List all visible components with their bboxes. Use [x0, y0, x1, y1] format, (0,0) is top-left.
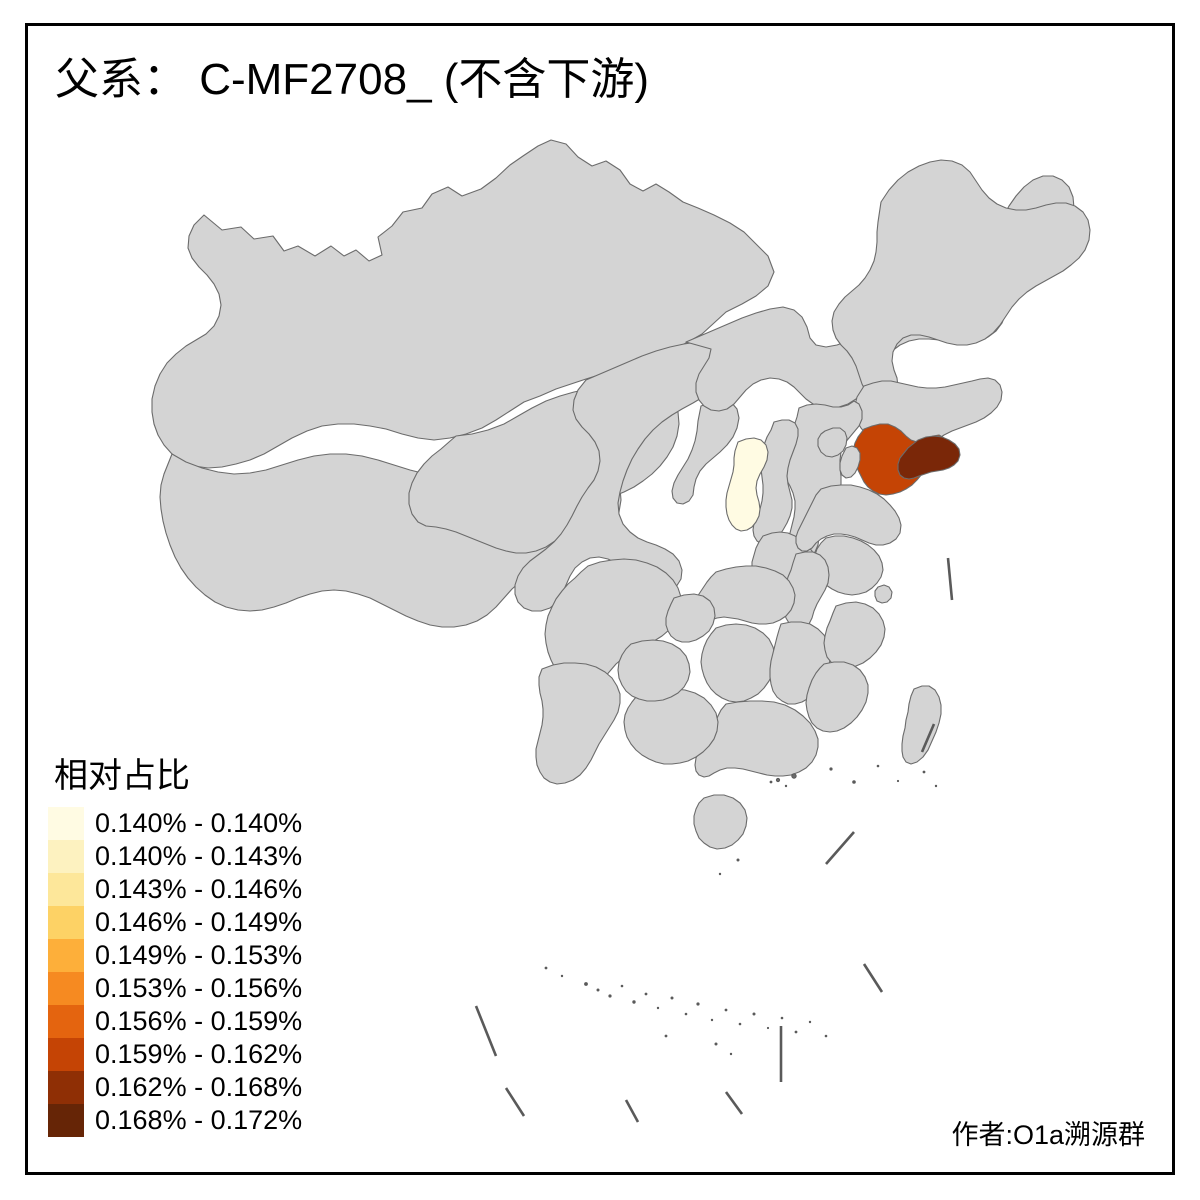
legend-label: 0.153% - 0.156%: [95, 973, 303, 1003]
legend-row[interactable]: 0.146% - 0.149%: [48, 906, 302, 939]
legend-swatch: [48, 873, 84, 906]
legend-label: 0.140% - 0.140%: [95, 808, 303, 838]
legend-swatch: [48, 939, 84, 972]
legend-row[interactable]: 0.140% - 0.143%: [48, 840, 302, 873]
author-credit: 作者:O1a溯源群: [951, 1120, 1145, 1150]
legend-row[interactable]: 0.168% - 0.172%: [48, 1104, 302, 1137]
legend-label: 0.140% - 0.143%: [95, 841, 303, 871]
legend-row[interactable]: 0.159% - 0.162%: [48, 1038, 302, 1071]
legend-label: 0.146% - 0.149%: [95, 907, 303, 937]
legend-label: 0.149% - 0.153%: [95, 940, 303, 970]
legend-label: 0.159% - 0.162%: [95, 1039, 303, 1069]
legend-swatch: [48, 906, 84, 939]
legend-swatch: [48, 972, 84, 1005]
legend-row[interactable]: 0.162% - 0.168%: [48, 1071, 302, 1104]
legend-row[interactable]: 0.156% - 0.159%: [48, 1005, 302, 1038]
legend-label: 0.162% - 0.168%: [95, 1072, 303, 1102]
legend: 相对占比 0.140% - 0.140% 0.140% - 0.143% 0.1…: [48, 748, 302, 1137]
legend-row[interactable]: 0.149% - 0.153%: [48, 939, 302, 972]
legend-swatch: [48, 807, 84, 840]
legend-label: 0.156% - 0.159%: [95, 1006, 303, 1036]
legend-swatch: [48, 1104, 84, 1137]
legend-title: 相对占比: [54, 757, 190, 795]
legend-label: 0.143% - 0.146%: [95, 874, 303, 904]
legend-row[interactable]: 0.153% - 0.156%: [48, 972, 302, 1005]
legend-row[interactable]: 0.143% - 0.146%: [48, 873, 302, 906]
legend-row[interactable]: 0.140% - 0.140%: [48, 807, 302, 840]
legend-swatch: [48, 1071, 84, 1104]
legend-swatch: [48, 1005, 84, 1038]
page-title: 父系： C-MF2708_ (不含下游): [55, 55, 650, 104]
legend-swatch: [48, 1038, 84, 1071]
legend-swatch: [48, 840, 84, 873]
legend-label: 0.168% - 0.172%: [95, 1105, 303, 1135]
